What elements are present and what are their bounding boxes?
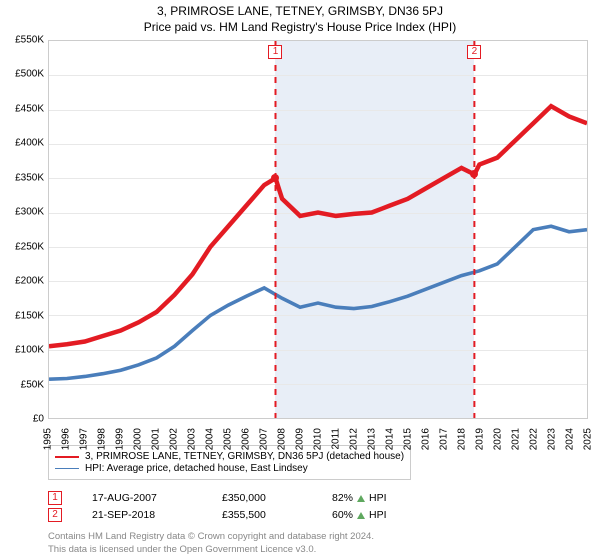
x-axis-label: 2022 xyxy=(529,428,540,450)
footer-line2: This data is licensed under the Open Gov… xyxy=(48,544,588,556)
y-axis-label: £350K xyxy=(15,172,44,183)
series-line-hpi xyxy=(49,226,587,379)
x-axis-label: 2009 xyxy=(295,428,306,450)
x-axis-label: 2006 xyxy=(241,428,252,450)
sales-table: 1 17-AUG-2007 £350,000 82% HPI 2 21-SEP-… xyxy=(48,488,588,525)
x-axis-label: 2017 xyxy=(439,428,450,450)
x-axis-label: 2021 xyxy=(511,428,522,450)
y-axis-label: £0 xyxy=(33,414,44,425)
x-axis-label: 2002 xyxy=(169,428,180,450)
title-subtitle: Price paid vs. HM Land Registry's House … xyxy=(0,20,600,34)
footer: Contains HM Land Registry data © Crown c… xyxy=(48,531,588,556)
legend-label: HPI: Average price, detached house, East… xyxy=(85,463,308,474)
sale-hpi-suffix: HPI xyxy=(369,509,387,521)
legend-swatch xyxy=(55,456,79,458)
sale-row: 2 21-SEP-2018 £355,500 60% HPI xyxy=(48,508,588,522)
y-axis-label: £50K xyxy=(21,379,44,390)
title-address: 3, PRIMROSE LANE, TETNEY, GRIMSBY, DN36 … xyxy=(0,4,600,18)
x-axis-label: 2007 xyxy=(259,428,270,450)
y-axis-label: £550K xyxy=(15,35,44,46)
arrow-up-icon xyxy=(357,512,365,519)
y-axis-label: £250K xyxy=(15,241,44,252)
x-axis-label: 2025 xyxy=(583,428,594,450)
sale-hpi-suffix: HPI xyxy=(369,492,387,504)
y-axis-label: £300K xyxy=(15,207,44,218)
sale-marker-label: 2 xyxy=(467,45,481,59)
y-axis-label: £500K xyxy=(15,69,44,80)
x-axis-label: 2000 xyxy=(133,428,144,450)
footer-line1: Contains HM Land Registry data © Crown c… xyxy=(48,531,588,543)
sale-hpi: 82% HPI xyxy=(332,492,387,504)
sale-hpi-pct: 60% xyxy=(332,509,353,521)
sale-marker-label: 1 xyxy=(268,45,282,59)
y-axis-label: £200K xyxy=(15,276,44,287)
legend-swatch xyxy=(55,468,79,469)
sale-marker-dot xyxy=(470,170,478,178)
sale-price: £355,500 xyxy=(222,509,302,521)
x-axis-label: 2015 xyxy=(403,428,414,450)
x-axis-label: 2016 xyxy=(421,428,432,450)
sale-price: £350,000 xyxy=(222,492,302,504)
x-axis-label: 2012 xyxy=(349,428,360,450)
x-axis-label: 2013 xyxy=(367,428,378,450)
sale-row: 1 17-AUG-2007 £350,000 82% HPI xyxy=(48,491,588,505)
x-axis-label: 2019 xyxy=(475,428,486,450)
x-axis-label: 2011 xyxy=(331,428,342,450)
legend-row: 3, PRIMROSE LANE, TETNEY, GRIMSBY, DN36 … xyxy=(55,451,404,462)
series-line-price_paid xyxy=(49,106,587,346)
sale-marker-dot xyxy=(271,174,279,182)
y-axis-label: £450K xyxy=(15,103,44,114)
x-axis-label: 2014 xyxy=(385,428,396,450)
chart: £0£50K£100K£150K£200K£250K£300K£350K£400… xyxy=(48,40,588,439)
x-axis-label: 2008 xyxy=(277,428,288,450)
x-axis-label: 2001 xyxy=(151,428,162,450)
title-block: 3, PRIMROSE LANE, TETNEY, GRIMSBY, DN36 … xyxy=(0,0,600,36)
legend: 3, PRIMROSE LANE, TETNEY, GRIMSBY, DN36 … xyxy=(48,445,411,480)
legend-label: 3, PRIMROSE LANE, TETNEY, GRIMSBY, DN36 … xyxy=(85,451,404,462)
x-axis-label: 2004 xyxy=(205,428,216,450)
sale-date: 21-SEP-2018 xyxy=(92,509,192,521)
y-axis-label: £150K xyxy=(15,310,44,321)
x-axis-label: 1996 xyxy=(61,428,72,450)
x-axis-label: 2023 xyxy=(547,428,558,450)
y-axis-label: £100K xyxy=(15,345,44,356)
arrow-up-icon xyxy=(357,495,365,502)
sale-index-box: 1 xyxy=(48,491,62,505)
x-axis-label: 1997 xyxy=(79,428,90,450)
x-axis-label: 2003 xyxy=(187,428,198,450)
sale-hpi-pct: 82% xyxy=(332,492,353,504)
legend-row: HPI: Average price, detached house, East… xyxy=(55,463,404,474)
x-axis-label: 2005 xyxy=(223,428,234,450)
x-axis-label: 2024 xyxy=(565,428,576,450)
y-axis-label: £400K xyxy=(15,138,44,149)
sale-date: 17-AUG-2007 xyxy=(92,492,192,504)
x-axis-label: 2010 xyxy=(313,428,324,450)
x-axis-label: 2018 xyxy=(457,428,468,450)
x-axis-label: 1995 xyxy=(43,428,54,450)
sale-hpi: 60% HPI xyxy=(332,509,387,521)
sale-index-box: 2 xyxy=(48,508,62,522)
x-axis-label: 1999 xyxy=(115,428,126,450)
x-axis-label: 1998 xyxy=(97,428,108,450)
x-axis-label: 2020 xyxy=(493,428,504,450)
